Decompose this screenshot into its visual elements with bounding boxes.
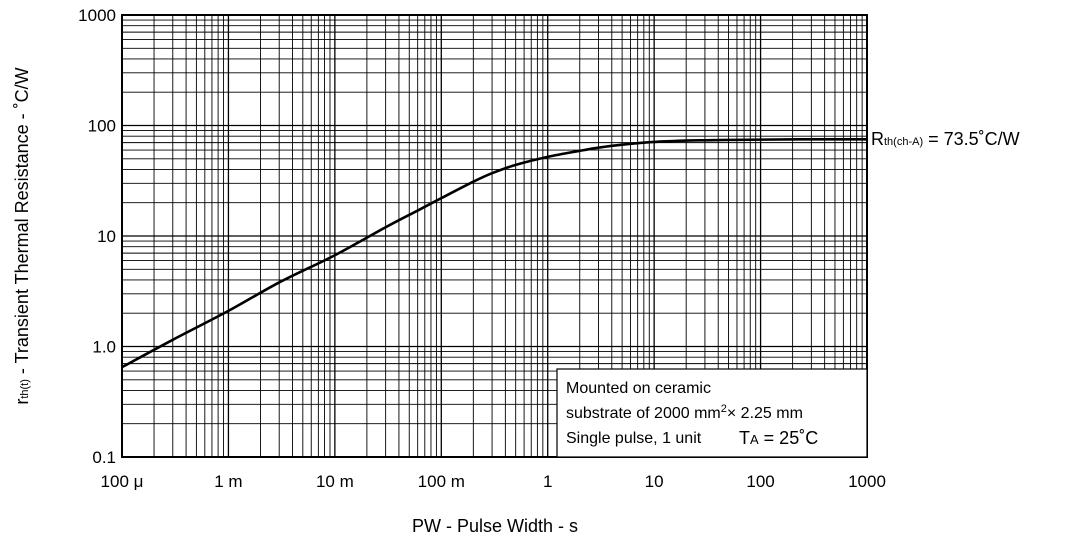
ta-main: T (739, 428, 750, 448)
y-label-rest: - Transient Thermal Resistance - ˚C/W (12, 67, 32, 379)
x-tick-label: 100 m (418, 472, 465, 491)
annotation-line-2-text: substrate of 2000 mm (566, 405, 721, 422)
annotation-line-1: Mounted on ceramic (566, 380, 711, 397)
y-tick-label: 10 (97, 227, 116, 246)
y-tick-label: 1.0 (92, 338, 116, 357)
ambient-temperature-label: TA = 25˚C (739, 428, 818, 448)
series-line (121, 137, 868, 369)
x-tick-label: 10 (645, 472, 664, 491)
x-tick-label: 1 (543, 472, 552, 491)
annotation-box (556, 368, 868, 458)
x-tick-label: 100 μ (101, 472, 144, 491)
x-tick-label: 10 m (316, 472, 354, 491)
annotation-line-2: substrate of 2000 mm2× 2.25 mm (566, 403, 803, 422)
y-label-prefix: r (12, 399, 32, 405)
rth-annotation: Rth(ch-A) = 73.5˚C/W (871, 129, 1020, 149)
y-tick-label: 0.1 (92, 448, 116, 467)
y-tick-label: 1000 (78, 6, 116, 25)
y-tick-labels: 0.1 1.0 10 100 1000 (78, 6, 116, 467)
x-tick-label: 1000 (848, 472, 886, 491)
y-label-subscript: th(t) (19, 379, 31, 399)
annotation-line-2-rest: × 2.25 mm (727, 405, 803, 422)
y-tick-label: 100 (88, 117, 116, 136)
rth-subscript: th(ch-A) (884, 136, 923, 148)
rth-rest: = 73.5˚C/W (923, 129, 1020, 149)
rth-main: R (871, 129, 884, 149)
annotation-line-3: Single pulse, 1 unit (566, 430, 702, 447)
ta-rest: = 25˚C (759, 428, 819, 448)
y-axis-label: rth(t) - Transient Thermal Resistance - … (12, 67, 32, 404)
x-tick-label: 100 (746, 472, 774, 491)
x-tick-label: 1 m (214, 472, 242, 491)
x-axis-label: PW - Pulse Width - s (412, 516, 578, 536)
plot-frame (121, 14, 868, 458)
annotation-superscript: 2 (721, 403, 727, 415)
ta-subscript: A (750, 432, 759, 447)
x-tick-labels: 100 μ 1 m 10 m 100 m 1 10 100 1000 (101, 472, 886, 491)
